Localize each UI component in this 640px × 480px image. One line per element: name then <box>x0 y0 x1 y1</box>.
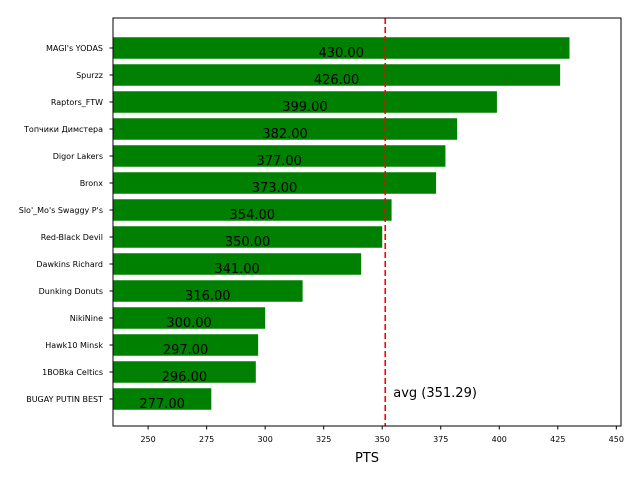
bar <box>113 361 256 383</box>
bar-value-label: 430.00 <box>318 46 364 61</box>
y-tick-label: Spurzz <box>76 71 103 80</box>
bar-value-label: 354.00 <box>230 208 276 223</box>
bar <box>113 145 446 167</box>
bar <box>113 118 458 140</box>
y-tick-label: Red-Black Devil <box>41 233 103 242</box>
y-tick-label: Dawkins Richard <box>36 260 103 269</box>
average-label: avg (351.29) <box>393 386 477 401</box>
y-tick-label: Топчики Димстера <box>23 125 103 134</box>
x-tick-label: 450 <box>609 435 624 444</box>
bar-value-label: 300.00 <box>166 316 212 331</box>
x-tick-label: 325 <box>316 435 331 444</box>
x-tick-label: 250 <box>140 435 155 444</box>
x-axis-label: PTS <box>355 451 379 466</box>
y-tick-label: BUGAY PUTIN BEST <box>26 395 103 404</box>
bar <box>113 37 570 59</box>
bar-value-label: 377.00 <box>256 154 302 169</box>
average-group: avg (351.29) <box>384 18 477 426</box>
bar-value-label: 382.00 <box>262 127 308 142</box>
bar-value-label: 350.00 <box>225 235 271 250</box>
y-tick-label: Hawk10 Minsk <box>45 341 103 350</box>
bar-value-label: 296.00 <box>162 370 208 385</box>
x-tick-label: 425 <box>550 435 565 444</box>
y-tick-label: MAGI's YODAS <box>46 44 103 53</box>
bar-value-label: 316.00 <box>185 289 231 304</box>
x-tick-label: 375 <box>433 435 448 444</box>
bar-value-label: 297.00 <box>163 343 209 358</box>
bar <box>113 226 383 248</box>
y-tick-label: Bronx <box>80 179 104 188</box>
y-tick-label: 1BOBka Celtics <box>42 368 103 377</box>
y-tick-label: Raptors_FTW <box>51 98 103 107</box>
bar <box>113 91 497 113</box>
y-tick-label: Slo'_Mo's Swaggy P's <box>19 206 103 215</box>
bar-value-label: 426.00 <box>314 73 360 88</box>
bar-value-label: 277.00 <box>139 397 185 412</box>
bar <box>113 199 392 221</box>
y-tick-label: NikiNine <box>70 314 103 323</box>
y-tick-label: Dunking Donuts <box>39 287 103 296</box>
y-axis-ticks: MAGI's YODAS Spurzz Raptors_FTW Топчики Дим… <box>19 44 113 404</box>
x-tick-label: 300 <box>258 435 273 444</box>
x-tick-label: 400 <box>492 435 507 444</box>
bar <box>113 334 259 356</box>
bars-group <box>113 37 570 410</box>
value-labels-group: 430.00 426.00 399.00 382.00 377.00 373.00 354.… <box>139 46 364 412</box>
bar-value-label: 399.00 <box>282 100 328 115</box>
bar <box>113 307 266 329</box>
x-tick-label: 275 <box>199 435 214 444</box>
y-tick-label: Digor Lakers <box>53 152 103 161</box>
bar <box>113 64 561 86</box>
bar <box>113 388 212 410</box>
x-tick-label: 350 <box>375 435 390 444</box>
bar <box>113 280 303 302</box>
axes-frame <box>112 17 622 427</box>
bar <box>113 253 362 275</box>
x-axis-ticks: 250 275 300 325 350 375 400 425 450 <box>140 426 624 444</box>
bar <box>113 172 437 194</box>
bar-value-label: 341.00 <box>214 262 260 277</box>
bar-value-label: 373.00 <box>252 181 298 196</box>
